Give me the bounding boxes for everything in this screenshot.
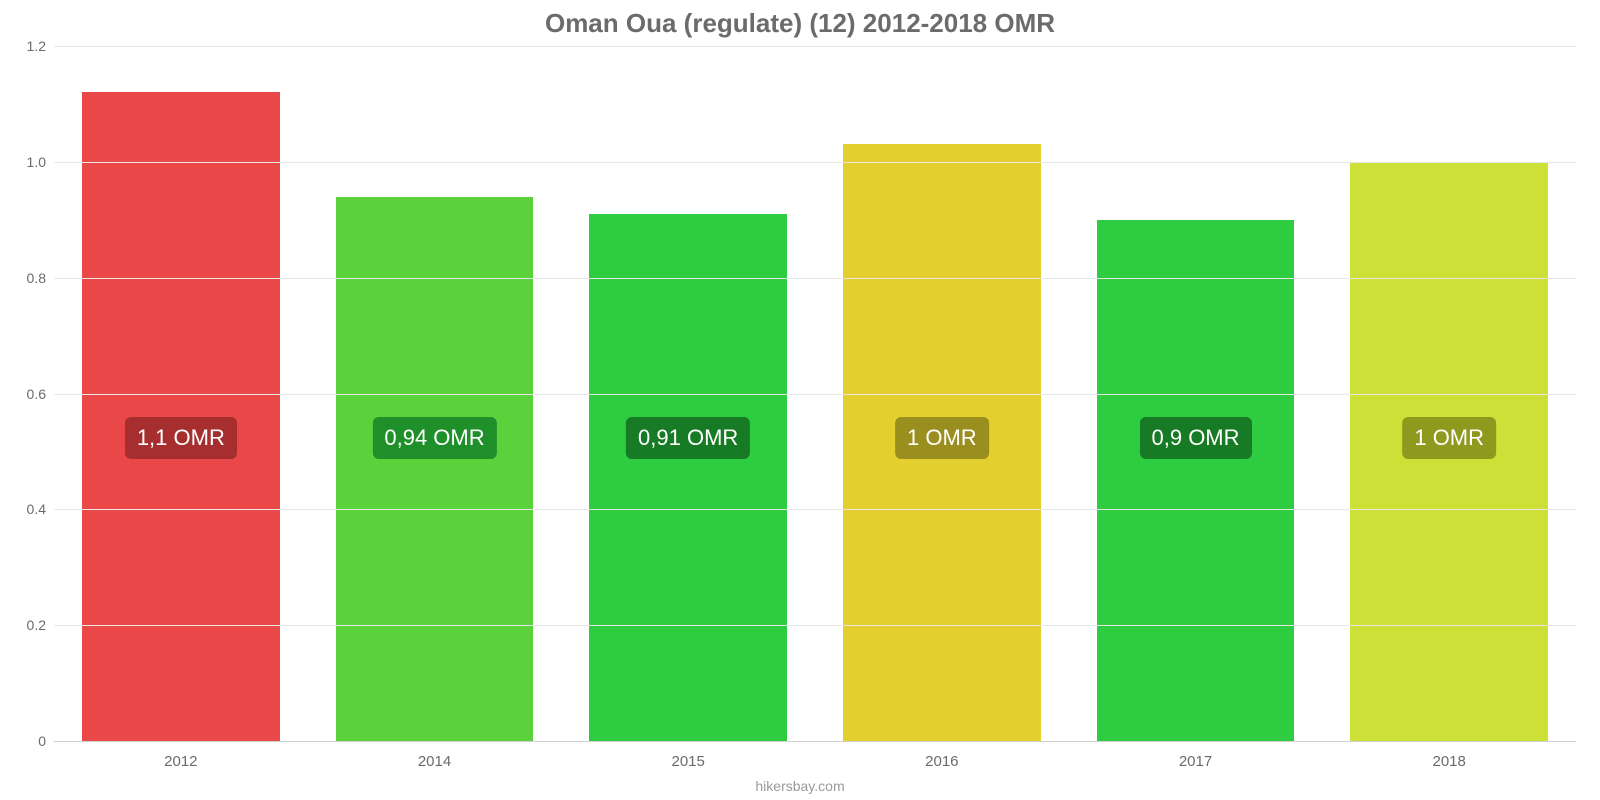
value-badge: 0,9 OMR <box>1140 417 1252 459</box>
y-tick-label: 0.2 <box>6 617 46 633</box>
y-tick-label: 0.4 <box>6 501 46 517</box>
value-badge: 0,91 OMR <box>626 417 750 459</box>
y-tick-label: 0.8 <box>6 270 46 286</box>
gridline <box>54 46 1576 47</box>
y-tick-label: 1.0 <box>6 154 46 170</box>
value-badge: 0,94 OMR <box>372 417 496 459</box>
plot-area: 1,1 OMR 0,94 OMR 0,91 OMR 1 OMR 0,9 OMR 1 OMR… <box>54 46 1576 742</box>
bar <box>1097 220 1295 741</box>
bar <box>589 214 787 741</box>
gridline <box>54 278 1576 279</box>
y-tick-label: 0 <box>6 733 46 749</box>
y-tick-label: 0.6 <box>6 386 46 402</box>
gridline <box>54 509 1576 510</box>
y-tick-label: 1.2 <box>6 38 46 54</box>
gridline <box>54 394 1576 395</box>
x-axis-labels: 201220142015201620172018 <box>54 753 1576 770</box>
chart-title: Oman Oua (regulate) (12) 2012-2018 OMR <box>0 0 1600 39</box>
gridline <box>54 162 1576 163</box>
x-tick-label: 2017 <box>1069 753 1323 770</box>
value-badge: 1 OMR <box>1402 417 1496 459</box>
value-badge: 1 OMR <box>895 417 989 459</box>
x-tick-label: 2018 <box>1322 753 1576 770</box>
value-badge: 1,1 OMR <box>125 417 237 459</box>
x-tick-label: 2016 <box>815 753 1069 770</box>
attribution-text: hikersbay.com <box>0 778 1600 794</box>
bar-chart: Oman Oua (regulate) (12) 2012-2018 OMR 1… <box>0 0 1600 800</box>
x-tick-label: 2015 <box>561 753 815 770</box>
x-tick-label: 2014 <box>308 753 562 770</box>
gridline <box>54 625 1576 626</box>
x-tick-label: 2012 <box>54 753 308 770</box>
